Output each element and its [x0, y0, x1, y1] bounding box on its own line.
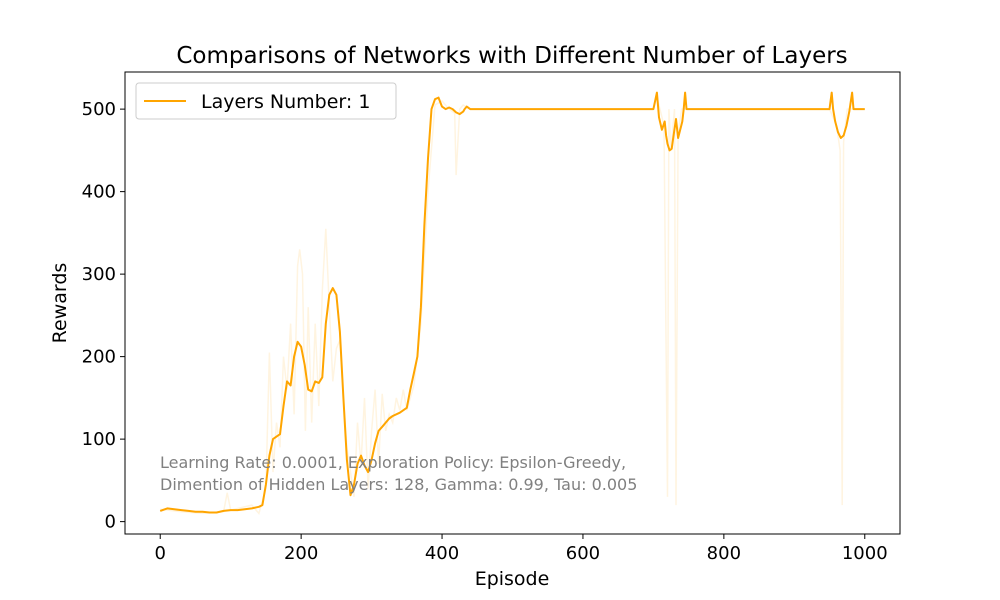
annotation-line-2: Dimention of Hidden Layers: 128, Gamma: …: [160, 475, 637, 494]
x-tick-label: 0: [155, 543, 166, 564]
annotation-line-1: Learning Rate: 0.0001, Exploration Polic…: [160, 453, 626, 472]
x-tick-label: 600: [566, 543, 600, 564]
y-tick-label: 300: [82, 264, 116, 285]
y-axis-title: Rewards: [49, 263, 71, 344]
raw-series-layer: [160, 93, 865, 515]
x-tick-label: 400: [425, 543, 459, 564]
x-tick-label: 1000: [842, 543, 888, 564]
x-tick-label: 800: [707, 543, 741, 564]
legend-box: [135, 82, 397, 120]
y-tick-label: 500: [82, 99, 116, 120]
y-tick-label: 0: [105, 512, 116, 533]
y-tick-label: 400: [82, 182, 116, 203]
x-tick-label: 200: [284, 543, 318, 564]
smoothed-rewards-line: [159, 91, 865, 514]
smoothed-series-layer: [159, 91, 865, 514]
y-axis: 0 100 200 300 400 500: [82, 99, 125, 533]
plot-frame: [124, 71, 901, 535]
y-tick-label: 200: [82, 347, 116, 368]
chart-title: Comparisons of Networks with Different N…: [176, 43, 847, 69]
raw-rewards-line: [160, 93, 865, 515]
legend: Layers Number: 1: [135, 82, 397, 120]
x-axis-title: Episode: [475, 568, 550, 590]
x-axis: 0 200 400 600 800 1000: [155, 534, 888, 564]
y-tick-label: 100: [82, 429, 116, 450]
legend-label: Layers Number: 1: [201, 91, 370, 113]
